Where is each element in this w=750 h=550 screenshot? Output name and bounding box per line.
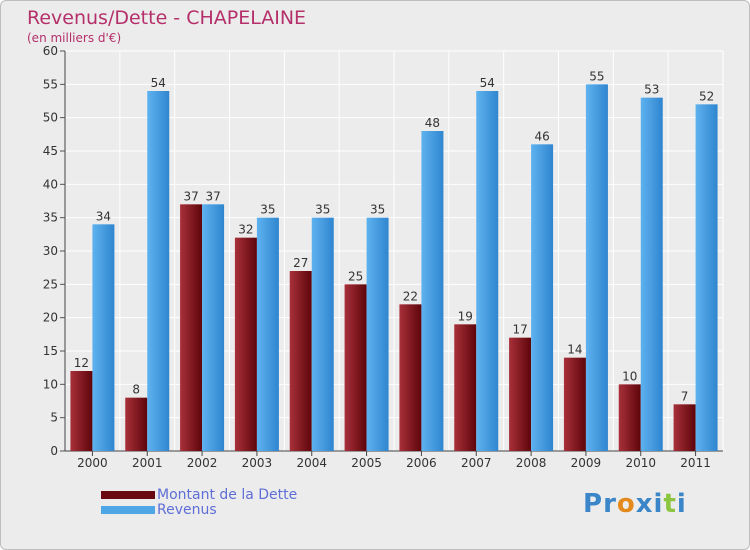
bar-debt — [563, 357, 586, 451]
logo-letter: t — [663, 489, 677, 519]
x-tick-label: 2007 — [461, 456, 492, 470]
y-tick-label: 0 — [50, 444, 58, 458]
data-label-revenue: 53 — [644, 83, 659, 97]
bar-revenue — [311, 217, 334, 451]
legend-label-revenue: Revenus — [157, 501, 217, 518]
logo-letter: i — [653, 489, 664, 519]
y-tick-label: 10 — [43, 377, 58, 391]
data-label-revenue: 37 — [205, 189, 220, 203]
y-tick-label: 50 — [43, 111, 58, 125]
data-label-revenue: 34 — [96, 209, 111, 223]
y-tick-label: 60 — [43, 44, 58, 58]
x-tick-label: 2010 — [625, 456, 656, 470]
legend-label-debt: Montant de la Dette — [157, 486, 298, 503]
x-tick-label: 2000 — [77, 456, 108, 470]
legend: Montant de la Dette Revenus — [101, 486, 298, 518]
y-tick-label: 15 — [43, 344, 58, 358]
logo-letter: o — [616, 489, 636, 519]
data-label-revenue: 54 — [480, 76, 495, 90]
bar-revenue — [202, 204, 225, 451]
data-label-debt: 12 — [74, 356, 89, 370]
legend-item-revenue: Revenus — [101, 501, 297, 518]
data-label-revenue: 54 — [151, 76, 166, 90]
data-label-revenue: 35 — [315, 203, 330, 217]
legend-swatch-revenue — [101, 505, 155, 514]
bar-revenue — [476, 91, 499, 451]
y-tick-label: 55 — [43, 77, 58, 91]
x-tick-label: 2002 — [187, 456, 218, 470]
bar-debt — [618, 384, 641, 451]
data-label-debt: 7 — [681, 389, 689, 403]
legend-swatch-debt — [101, 490, 155, 499]
bar-revenue — [640, 97, 663, 452]
bar-revenue — [92, 224, 115, 451]
x-tick-label: 2011 — [680, 456, 711, 470]
data-label-revenue: 35 — [260, 203, 275, 217]
data-label-debt: 37 — [183, 189, 198, 203]
bar-revenue — [585, 84, 608, 451]
bar-debt — [180, 204, 203, 451]
bar-debt — [509, 337, 532, 451]
logo-letter: x — [635, 489, 654, 519]
bar-debt — [70, 371, 93, 451]
logo-letter: P — [583, 489, 604, 519]
data-label-debt: 17 — [512, 323, 527, 337]
bar-debt — [125, 397, 148, 451]
logo-letter: i — [676, 489, 687, 519]
bar-revenue — [147, 91, 170, 451]
bar-debt — [399, 304, 422, 451]
x-tick-label: 2004 — [296, 456, 327, 470]
chart-title: Revenus/Dette - CHAPELAINE — [27, 7, 307, 29]
chart-subtitle: (en milliers d'€) — [27, 31, 122, 45]
data-label-debt: 8 — [132, 383, 140, 397]
data-label-revenue: 46 — [534, 129, 549, 143]
legend-item-debt: Montant de la Dette — [101, 486, 298, 503]
bar-revenue — [366, 217, 389, 451]
x-tick-label: 2006 — [406, 456, 437, 470]
x-tick-label: 2001 — [132, 456, 163, 470]
y-tick-label: 45 — [43, 144, 58, 158]
x-tick-label: 2009 — [571, 456, 602, 470]
y-tick-label: 25 — [43, 277, 58, 291]
data-label-debt: 14 — [567, 343, 582, 357]
x-tick-label: 2008 — [516, 456, 547, 470]
bar-debt — [234, 237, 257, 451]
data-label-debt: 19 — [458, 309, 473, 323]
bar-revenue — [531, 144, 554, 452]
y-tick-label: 35 — [43, 211, 58, 225]
data-label-debt: 22 — [403, 289, 418, 303]
data-label-debt: 25 — [348, 269, 363, 283]
data-label-debt: 32 — [238, 223, 253, 237]
data-label-revenue: 52 — [699, 89, 714, 103]
x-tick-label: 2003 — [242, 456, 273, 470]
data-label-debt: 27 — [293, 256, 308, 270]
bar-debt — [454, 324, 477, 451]
bar-revenue — [256, 217, 279, 451]
bar-debt — [673, 404, 696, 451]
y-tick-label: 30 — [43, 244, 58, 258]
logo-letter: r — [603, 489, 617, 519]
data-label-revenue: 35 — [370, 203, 385, 217]
data-label-debt: 10 — [622, 369, 637, 383]
bar-debt — [344, 284, 367, 451]
data-label-revenue: 48 — [425, 116, 440, 130]
bar-debt — [289, 271, 312, 451]
x-tick-label: 2005 — [351, 456, 382, 470]
y-tick-label: 5 — [50, 411, 58, 425]
bar-revenue — [421, 131, 444, 451]
proxiti-logo: Proxiti — [583, 489, 687, 519]
bar-revenue — [695, 104, 718, 451]
y-tick-label: 20 — [43, 311, 58, 325]
y-tick-label: 40 — [43, 177, 58, 191]
data-label-revenue: 55 — [589, 69, 604, 83]
